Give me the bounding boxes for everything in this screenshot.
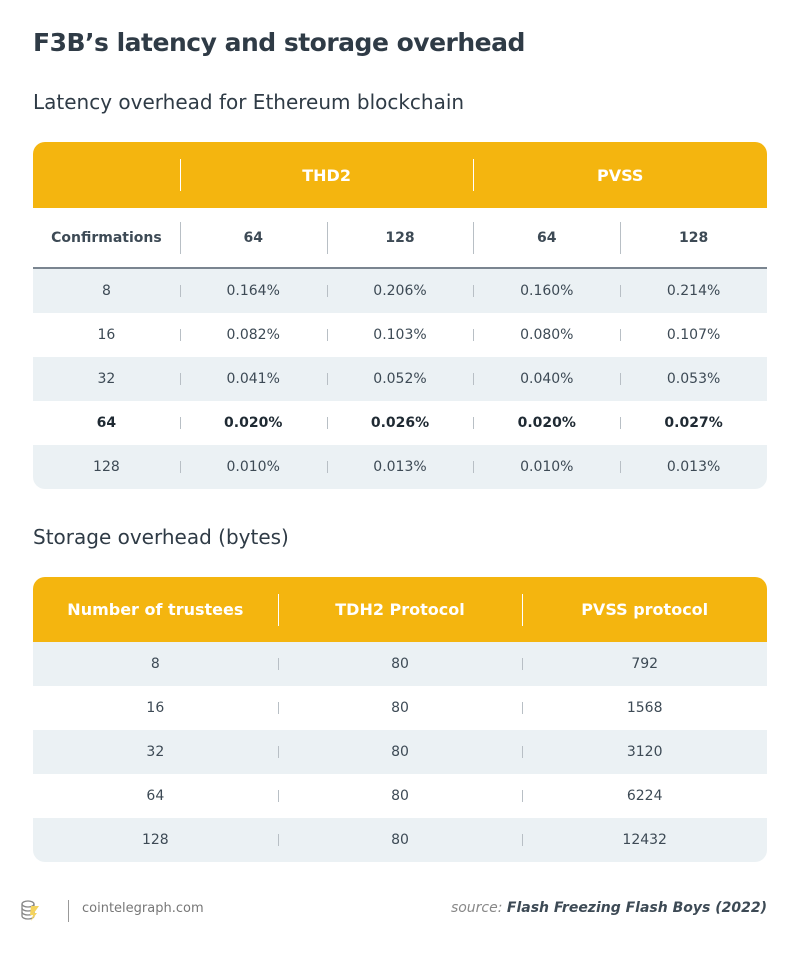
footer-site: cointelegraph.com (82, 901, 204, 916)
latency-table: THD2 PVSS Confirmations 64 128 64 128 8 0… (33, 142, 767, 489)
table-cell: 0.164% (179, 283, 327, 299)
latency-table-body: 8 0.164% 0.206% 0.160% 0.214% 16 0.082% 0.103% 0… (33, 269, 767, 489)
table-cell: 80 (277, 832, 523, 848)
table-cell: 80 (277, 656, 523, 672)
table-row: 32 80 3120 (33, 730, 767, 774)
table-cell: 0.052% (326, 371, 474, 387)
table-cell: 0.080% (473, 327, 620, 343)
table-cell: 8 (101, 283, 111, 299)
table-cell: 32 (97, 371, 116, 387)
page-title: F3B’s latency and storage overhead (33, 28, 525, 57)
table-cell: 0.206% (326, 283, 474, 299)
storage-table: Number of trustees TDH2 Protocol PVSS pr… (33, 577, 767, 862)
table-cell: 1568 (522, 700, 767, 716)
table-cell: 0.013% (326, 459, 474, 475)
table-cell: 0.027% (620, 415, 767, 431)
storage-header-row: Number of trustees TDH2 Protocol PVSS pr… (33, 577, 767, 642)
group-header-thd2: THD2 (179, 159, 474, 191)
storage-subtitle: Storage overhead (bytes) (33, 525, 289, 549)
table-cell: 12432 (522, 832, 767, 848)
table-cell: 80 (277, 788, 523, 804)
source-title: Flash Freezing Flash Boys (2022) (506, 900, 767, 916)
column-header: PVSS protocol (522, 593, 767, 626)
table-cell: 0.020% (473, 415, 620, 431)
latency-subtitle: Latency overhead for Ethereum blockchain (33, 90, 465, 114)
table-cell: 0.010% (473, 459, 620, 475)
source-prefix: source: (450, 900, 503, 916)
table-cell: 0.053% (620, 371, 767, 387)
column-header: 64 (179, 221, 327, 254)
source-credit: source: Flash Freezing Flash Boys (2022) (451, 900, 767, 916)
table-cell: 8 (150, 656, 160, 672)
table-cell: 0.107% (620, 327, 767, 343)
table-cell: 0.013% (620, 459, 767, 475)
table-cell: 0.040% (473, 371, 620, 387)
table-row: 16 80 1568 (33, 686, 767, 730)
table-cell: 32 (146, 744, 165, 760)
footer-divider (68, 900, 69, 922)
table-cell: 64 (146, 788, 165, 804)
cointelegraph-logo-icon (21, 900, 39, 921)
table-row: 16 0.082% 0.103% 0.080% 0.107% (33, 313, 767, 357)
table-row: 128 80 12432 (33, 818, 767, 862)
table-cell: 80 (277, 744, 523, 760)
column-header: Number of trustees (67, 600, 244, 619)
table-cell: 80 (277, 700, 523, 716)
table-cell: 64 (96, 415, 117, 431)
table-cell: 0.020% (179, 415, 327, 431)
table-cell: 6224 (522, 788, 767, 804)
table-cell: 0.214% (620, 283, 767, 299)
table-row: 32 0.041% 0.052% 0.040% 0.053% (33, 357, 767, 401)
column-header: 128 (326, 221, 474, 254)
group-header-pvss: PVSS (473, 159, 767, 191)
table-cell: 0.103% (326, 327, 474, 343)
table-cell: 0.041% (179, 371, 327, 387)
table-row: 8 80 792 (33, 642, 767, 686)
table-cell: 0.160% (473, 283, 620, 299)
column-header: 64 (473, 221, 620, 254)
table-cell: 0.010% (179, 459, 327, 475)
latency-group-header-row: THD2 PVSS (33, 142, 767, 208)
table-cell: 792 (522, 656, 767, 672)
column-header: TDH2 Protocol (277, 593, 523, 626)
table-row: 64 80 6224 (33, 774, 767, 818)
table-cell: 16 (146, 700, 165, 716)
column-header: 128 (620, 221, 767, 254)
table-cell: 16 (97, 327, 116, 343)
column-header: Confirmations (51, 229, 162, 246)
table-cell: 3120 (522, 744, 767, 760)
table-cell: 128 (141, 832, 169, 848)
table-row: 64 0.020% 0.026% 0.020% 0.027% (33, 401, 767, 445)
latency-sub-header-row: Confirmations 64 128 64 128 (33, 208, 767, 269)
table-cell: 0.082% (179, 327, 327, 343)
table-cell: 128 (93, 459, 120, 475)
table-row: 128 0.010% 0.013% 0.010% 0.013% (33, 445, 767, 489)
table-cell: 0.026% (326, 415, 474, 431)
table-row: 8 0.164% 0.206% 0.160% 0.214% (33, 269, 767, 313)
storage-table-body: 8 80 792 16 80 1568 32 80 3120 64 80 6224 128 80 12432 (33, 642, 767, 862)
